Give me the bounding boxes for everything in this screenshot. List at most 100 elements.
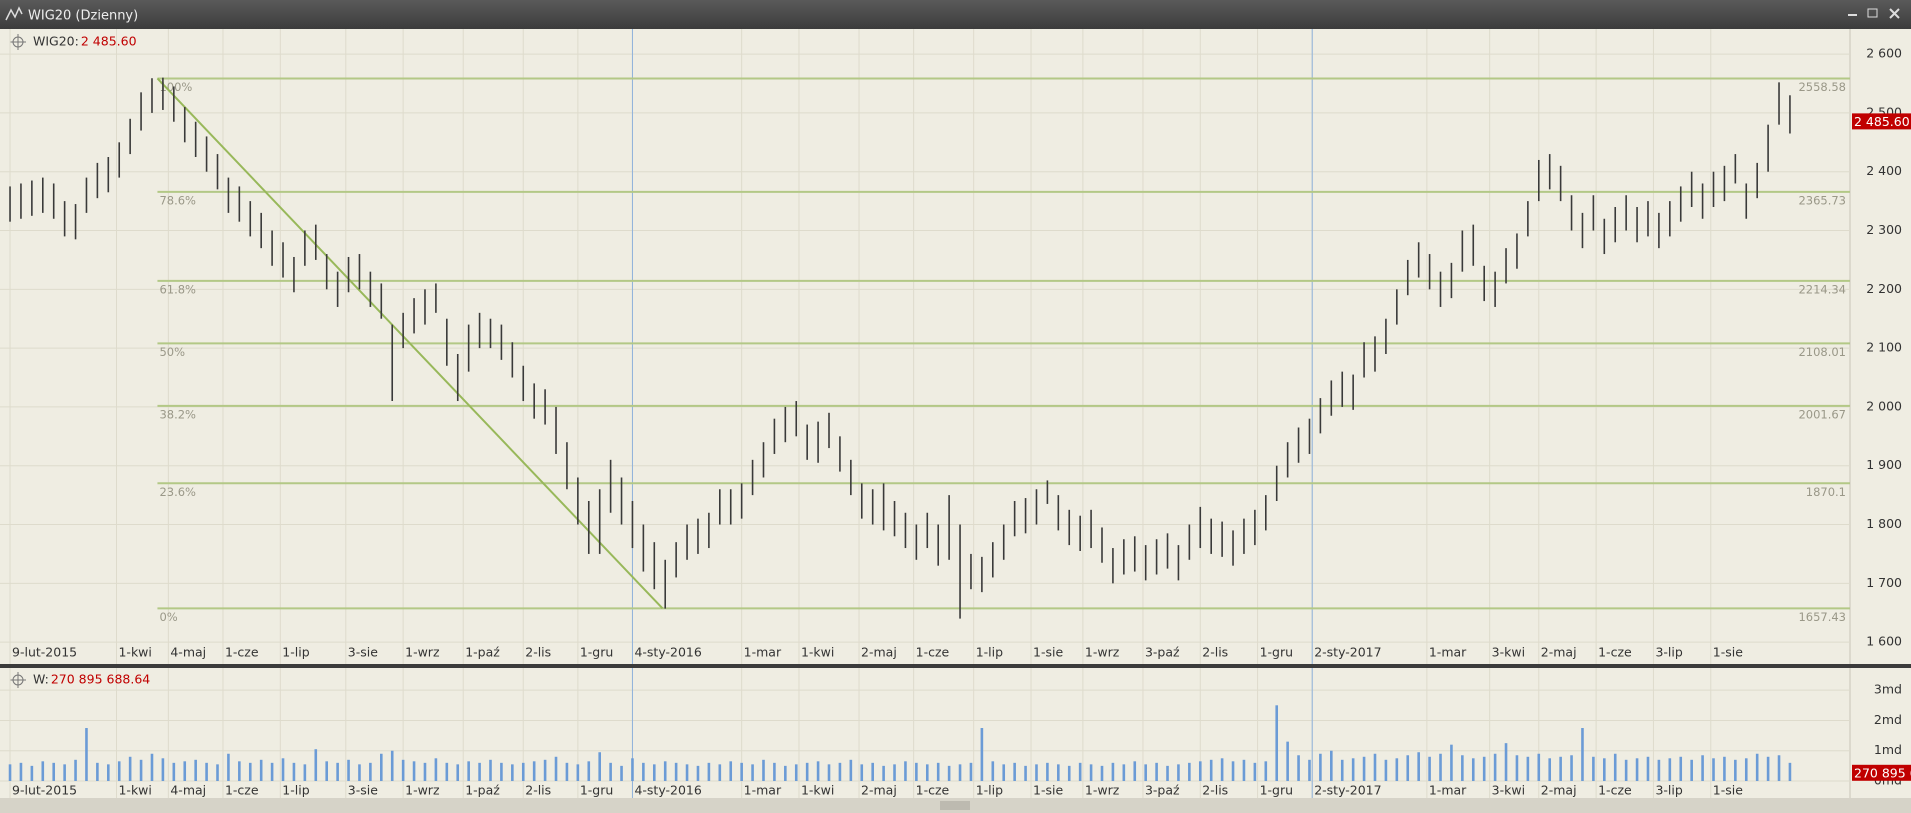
volume-bar <box>1537 753 1541 781</box>
x-tick-label: 1-kwi <box>118 645 151 660</box>
x-tick-label: 1-mar <box>744 783 782 798</box>
volume-bar <box>882 765 885 781</box>
move-icon-1[interactable] <box>10 34 26 50</box>
volume-bar <box>434 758 438 781</box>
volume-bar <box>369 762 372 781</box>
last-value-marker <box>1852 113 1911 130</box>
volume-bar <box>1428 756 1431 781</box>
volume-bar <box>1384 759 1388 781</box>
x-tick-label: 1-sie <box>1713 783 1743 798</box>
volume-bar <box>631 758 634 781</box>
volume-bar <box>1242 759 1246 781</box>
volume-bar <box>762 759 765 781</box>
volume-bar <box>794 764 798 781</box>
volume-bar <box>642 762 645 781</box>
volume-bar <box>1144 764 1147 781</box>
series-name: W: <box>33 672 49 687</box>
minimize-button[interactable] <box>1848 14 1857 16</box>
volume-bar <box>1122 764 1126 781</box>
volume-bar <box>1548 758 1552 781</box>
fib-value: 1870.1 <box>1806 485 1846 499</box>
y-tick-label: 2 000 <box>1866 398 1902 413</box>
volume-bar <box>1067 765 1071 781</box>
volume-bar <box>1340 759 1344 781</box>
volume-bar <box>740 762 743 781</box>
volume-bar <box>314 749 318 781</box>
y-tick-label: 2 400 <box>1866 163 1902 178</box>
volume-bar <box>1373 753 1377 781</box>
x-tick-label: 1-lip <box>282 645 309 660</box>
window-icon <box>5 6 23 21</box>
volume-bar <box>707 762 711 781</box>
x-tick-label: 3-paź <box>1145 783 1180 798</box>
volume-bar <box>1395 758 1399 781</box>
move-icon-2[interactable] <box>10 672 26 688</box>
volume-bar <box>554 756 558 781</box>
fib-percent: 50% <box>159 345 185 359</box>
close-button[interactable] <box>1889 8 1900 19</box>
volume-bar <box>1603 758 1606 781</box>
volume-bar <box>598 752 601 781</box>
volume-bar <box>1668 758 1672 781</box>
last-value: 2 485.60 <box>81 34 137 49</box>
x-tick-label: 2-maj <box>861 645 897 660</box>
x-tick-label: 2-lis <box>1202 645 1228 660</box>
volume-bar <box>1461 755 1464 781</box>
x-tick-label: 2-lis <box>525 645 551 660</box>
volume-bar <box>1100 765 1104 781</box>
volume-bar <box>478 762 481 781</box>
volume-bar <box>117 761 121 781</box>
x-tick-label: 3-paź <box>1145 645 1180 660</box>
volume-bar <box>805 762 809 781</box>
volume-bar <box>936 762 940 781</box>
volume-bar <box>925 764 929 781</box>
volume-bar <box>412 761 416 781</box>
volume-bar <box>652 764 656 781</box>
y-tick-label: 2 100 <box>1866 340 1902 355</box>
volume-bar <box>991 761 995 781</box>
restore-button[interactable] <box>1867 8 1878 18</box>
volume-bar <box>1504 743 1508 781</box>
volume-bar <box>1330 750 1333 781</box>
volume-bar <box>1264 761 1268 781</box>
volume-bar <box>1701 755 1704 781</box>
volume-bar <box>1275 705 1279 781</box>
volume-bar <box>969 762 973 781</box>
volume-bar <box>1788 762 1792 781</box>
volume-bar <box>161 758 165 781</box>
x-tick-label: 1-kwi <box>801 645 834 660</box>
volume-bar <box>1559 756 1562 781</box>
volume-bar <box>390 750 394 781</box>
fib-percent: 38.2% <box>159 407 196 421</box>
window-buttons[interactable] <box>1848 8 1900 19</box>
x-tick-label: 1-gru <box>1260 783 1293 798</box>
scrollbar-thumb[interactable] <box>940 801 970 810</box>
volume-bar <box>576 764 580 781</box>
volume-bar <box>1592 756 1595 781</box>
volume-bar <box>1319 753 1322 781</box>
x-tick-label: 1-kwi <box>801 783 834 798</box>
fib-percent: 61.8% <box>159 282 196 296</box>
x-tick-label: 1-mar <box>744 645 782 660</box>
volume-bar <box>1002 764 1006 781</box>
x-tick-label: 3-kwi <box>1492 783 1525 798</box>
x-tick-label: 4-sty-2016 <box>634 783 701 798</box>
x-tick-label: 1-cze <box>916 783 950 798</box>
pane-splitter[interactable] <box>0 664 1911 668</box>
volume-bar <box>1712 758 1715 781</box>
volume-bar <box>1777 755 1781 781</box>
y-tick-label: 2md <box>1874 712 1902 727</box>
volume-bar <box>511 764 514 781</box>
x-tick-label: 1-sie <box>1033 645 1063 660</box>
volume-bar <box>1209 759 1213 781</box>
volume-bar <box>259 759 263 781</box>
x-tick-label: 4-maj <box>170 645 206 660</box>
x-tick-label: 2-maj <box>861 783 897 798</box>
volume-bar <box>871 762 874 781</box>
volume-bar <box>1515 755 1519 781</box>
volume-bar <box>1723 756 1726 781</box>
volume-bar <box>281 758 285 781</box>
fib-percent: 78.6% <box>159 193 196 207</box>
x-tick-label: 1-lip <box>976 783 1003 798</box>
x-tick-label: 3-sie <box>348 783 378 798</box>
